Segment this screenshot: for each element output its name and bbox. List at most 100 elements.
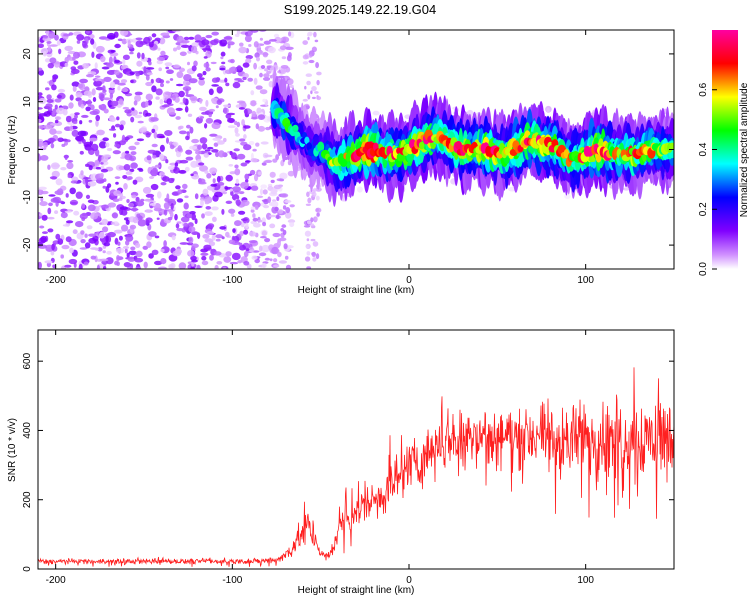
noise-blob [253,62,257,70]
noise-blob [183,36,190,41]
noise-blob [114,69,120,76]
noise-blob [137,120,144,124]
noise-blob [310,90,313,95]
noise-blob [199,98,203,104]
noise-blob [64,45,73,52]
noise-blob [287,170,295,177]
noise-blob [248,240,258,244]
noise-blob [158,67,162,72]
noise-blob [266,212,272,220]
y-tick-label: 20 [22,48,33,60]
noise-blob [117,241,121,246]
noise-blob [46,94,52,100]
noise-blob [118,98,124,105]
noise-blob [169,112,177,115]
noise-blob [146,155,152,161]
noise-blob [88,233,97,237]
noise-blob [121,87,129,93]
noise-blob [150,183,159,191]
noise-blob [280,65,289,69]
noise-blob [159,153,165,161]
noise-blob [316,96,322,101]
noise-blob [145,112,152,117]
noise-blob [196,264,201,269]
noise-blob [181,40,190,44]
noise-blob [66,162,74,170]
noise-blob [108,128,117,131]
noise-blob [199,137,208,144]
noise-blob [112,150,121,155]
noise-blob [235,104,242,108]
noise-blob [201,111,209,115]
noise-blob [202,70,207,76]
noise-blob [202,188,209,196]
noise-blob [159,98,164,105]
noise-blob [208,88,214,96]
noise-blob [207,223,215,229]
noise-blob [240,199,250,207]
noise-blob [85,106,91,112]
noise-blob [182,210,188,214]
noise-blob [303,225,311,228]
noise-blob [191,45,198,54]
noise-blob [168,208,172,215]
noise-blob [178,170,187,174]
noise-blob [50,250,55,256]
noise-blob [42,35,48,39]
noise-blob [65,139,71,143]
noise-blob [87,99,92,107]
noise-blob [254,205,259,209]
noise-blob [134,94,142,102]
noise-blob [51,170,60,178]
noise-blob [191,213,197,221]
noise-blob [278,260,287,264]
noise-blob [65,193,69,198]
noise-blob [194,193,199,200]
noise-blob [56,94,62,99]
noise-blob [179,125,184,129]
noise-blob [250,209,255,213]
noise-blob [128,250,137,256]
noise-blob [40,196,44,202]
noise-blob [270,179,275,184]
noise-blob [95,119,99,127]
noise-blob [156,59,163,65]
noise-blob [304,85,307,90]
noise-blob [237,80,245,83]
noise-blob [118,197,123,201]
noise-blob [124,109,132,114]
noise-blob [180,44,190,49]
noise-blob [230,190,234,196]
noise-blob [252,201,261,208]
noise-blob [82,63,90,69]
noise-blob [209,254,214,261]
noise-blob [124,153,133,161]
noise-blob [270,201,279,208]
noise-blob [207,146,214,150]
noise-blob [210,97,219,103]
noise-blob [262,189,268,195]
noise-blob [102,137,109,142]
noise-blob [65,115,72,123]
snr-series [38,367,674,568]
noise-blob [218,150,225,158]
noise-blob [188,78,198,84]
noise-blob [143,36,151,45]
y-tick-label: 0 [22,146,33,152]
noise-blob [316,79,320,86]
noise-blob [263,73,270,78]
noise-blob [100,168,109,173]
noise-blob [135,37,143,41]
noise-blob [255,142,260,147]
noise-blob [55,178,63,186]
noise-blob [175,116,181,120]
noise-blob [263,40,271,45]
noise-blob [315,195,320,201]
noise-blob [75,221,84,228]
noise-blob [254,52,260,58]
noise-blob [47,228,54,233]
noise-blob [260,65,266,69]
spectrogram-xlabel: Height of straight line (km) [298,285,415,296]
noise-blob [312,241,319,247]
